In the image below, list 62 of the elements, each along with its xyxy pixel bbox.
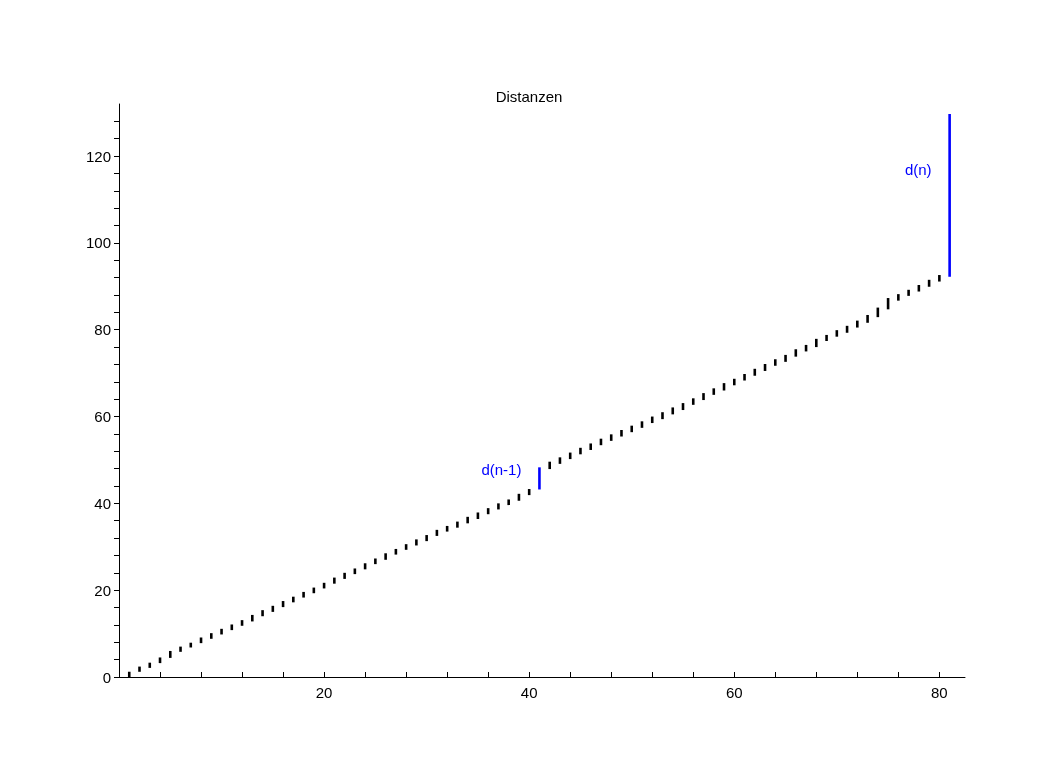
bar	[671, 407, 675, 415]
bar	[579, 447, 582, 455]
bar	[609, 434, 613, 441]
bar	[589, 443, 593, 450]
bar	[630, 425, 634, 433]
bar	[179, 646, 182, 652]
bar	[712, 388, 716, 395]
bar	[189, 642, 193, 648]
bar	[620, 430, 623, 437]
bar	[168, 650, 172, 658]
bar	[548, 461, 551, 470]
bar	[148, 662, 152, 668]
y-tick-label: 120	[85, 147, 111, 165]
bar	[753, 368, 757, 376]
bar	[138, 666, 141, 672]
bar	[343, 572, 346, 579]
bar	[425, 535, 428, 542]
bar	[743, 374, 746, 381]
y-tick-label: 0	[102, 668, 111, 686]
annotation: d(n)	[904, 160, 932, 178]
bar	[497, 503, 500, 510]
bar	[333, 577, 336, 584]
x-tick-label: 40	[520, 684, 538, 701]
bar	[538, 467, 541, 490]
bar	[732, 378, 736, 386]
bar	[415, 539, 418, 546]
bar	[261, 610, 264, 617]
bar	[466, 516, 469, 524]
chart-title: Distanzen	[495, 88, 563, 105]
y-tick-label: 100	[85, 234, 111, 252]
bar	[456, 521, 459, 528]
bar	[866, 314, 869, 323]
x-tick-label: 20	[315, 684, 333, 701]
x-tick-label: 80	[931, 684, 948, 701]
y-tick-label: 60	[94, 408, 111, 426]
bar	[374, 558, 377, 565]
bar	[302, 591, 305, 598]
y-tick-label: 20	[94, 581, 111, 599]
annotation: d(n-1)	[481, 461, 522, 479]
bar	[784, 354, 787, 362]
bar	[815, 338, 818, 348]
bar	[251, 614, 254, 622]
bar	[948, 113, 951, 277]
bar	[702, 393, 705, 401]
bar	[907, 289, 910, 296]
bar	[661, 412, 664, 420]
bar	[384, 553, 387, 560]
bar	[897, 294, 900, 301]
bar	[292, 596, 295, 603]
y-tick-label: 40	[94, 494, 111, 512]
y-tick-label: 80	[94, 321, 111, 339]
x-tick-label: 60	[725, 684, 743, 701]
bar	[209, 633, 213, 639]
bar	[220, 628, 223, 635]
bar	[568, 452, 572, 460]
bar	[507, 499, 510, 506]
bar	[856, 320, 859, 328]
bar	[691, 398, 695, 405]
bar	[938, 275, 941, 282]
bar	[825, 334, 828, 342]
bar	[650, 416, 654, 424]
bar	[773, 359, 777, 366]
